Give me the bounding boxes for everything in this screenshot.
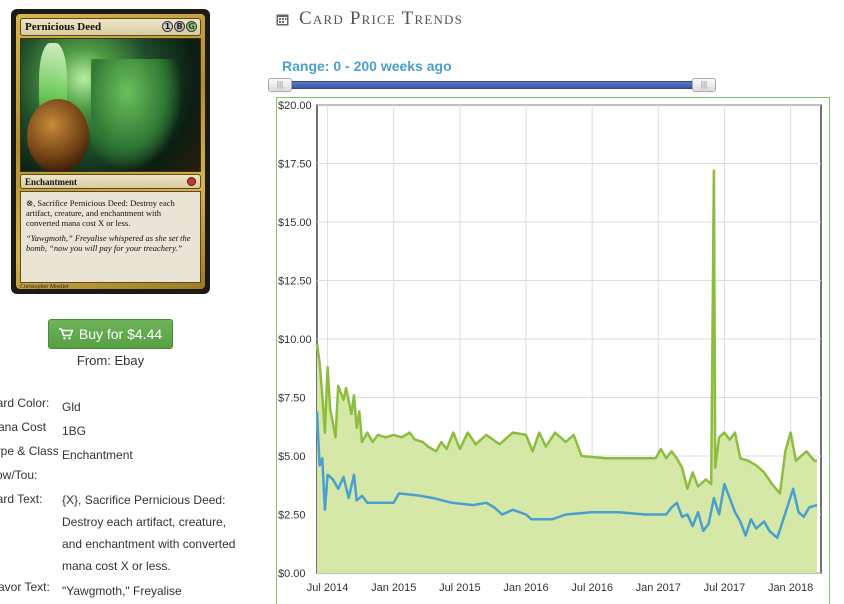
range-slider-track[interactable] [268, 81, 716, 89]
y-tick-label: $2.50 [278, 510, 306, 522]
attr-label: Card Color: [0, 396, 50, 410]
x-tick-label: Jan 2015 [371, 582, 416, 594]
attr-value: "Yawgmoth," Freyalise [62, 584, 182, 598]
y-tick-label: $5.00 [278, 451, 306, 463]
attr-value: Gld [62, 400, 81, 414]
attr-label: Pow/Tou: [0, 468, 38, 482]
y-tick-label: $7.50 [278, 393, 306, 405]
x-tick-label: Jan 2018 [768, 582, 813, 594]
paper-price-line [315, 169, 817, 495]
y-tick-label: $12.50 [278, 276, 312, 288]
buy-button-label: Buy for $4.44 [78, 326, 163, 342]
buy-source: From: Ebay [76, 353, 145, 368]
card-frame: Pernicious Deed 1 B G Enchantment ⊗, Sac… [16, 14, 205, 290]
shopping-cart-icon [58, 328, 73, 340]
y-tick-label: $15.00 [278, 217, 312, 229]
card-name-bar: Pernicious Deed 1 B G [20, 18, 201, 36]
card-artist: Christopher Moeller [20, 284, 69, 290]
range-label: Range: 0 - 200 weeks ago [282, 58, 452, 74]
y-tick-label: $0.00 [278, 568, 306, 580]
attr-value: Enchantment [62, 448, 133, 462]
paper-price-area [317, 170, 817, 573]
mana-symbol-generic: 1 [162, 21, 173, 32]
card-type-bar: Enchantment [20, 174, 201, 189]
attr-label: Type & Class: [0, 444, 58, 458]
set-symbol-icon [187, 177, 196, 186]
card-image: Pernicious Deed 1 B G Enchantment ⊗, Sac… [11, 9, 210, 294]
trends-header: Card Price Trends [276, 8, 463, 30]
card-rules-text: ⊗, Sacrifice Pernicious Deed: Destroy ea… [26, 198, 175, 228]
card-artwork [20, 38, 201, 172]
range-slider[interactable]: ||| ||| [268, 78, 716, 92]
y-tick-label: $10.00 [278, 334, 312, 346]
attr-label: Card Text: [0, 492, 43, 506]
x-tick-label: Jul 2017 [704, 582, 746, 594]
foil-price-line [315, 411, 818, 540]
buy-button[interactable]: Buy for $4.44 [48, 319, 173, 349]
card-flavor-text: “Yawgmoth,” Freyalise whispered as she s… [26, 233, 191, 253]
card-text-box: ⊗, Sacrifice Pernicious Deed: Destroy ea… [20, 191, 201, 283]
price-chart-svg: $0.00 $2.50 $5.00 $7.50 $10.00 $12.50 $15.00 $1… [278, 100, 822, 594]
attr-label: Mana Cost [0, 420, 47, 434]
trends-title: Card Price Trends [299, 8, 464, 29]
x-tick-label: Jan 2017 [636, 582, 681, 594]
attr-label: Flavor Text: [0, 580, 50, 594]
attr-value: 1BG [62, 424, 87, 438]
mana-cost-symbols: 1 B G [162, 21, 197, 32]
range-slider-handle-max[interactable]: ||| [692, 78, 716, 92]
mana-symbol-green: G [186, 21, 197, 32]
calendar-icon [276, 14, 289, 25]
attr-value: {X}, Sacrifice Pernicious Deed: Destroy … [62, 493, 236, 573]
x-tick-label: Jul 2014 [307, 582, 349, 594]
x-tick-label: Jan 2016 [503, 582, 548, 594]
x-tick-label: Jul 2015 [439, 582, 481, 594]
x-tick-label: Jul 2016 [571, 582, 613, 594]
range-slider-handle-min[interactable]: ||| [268, 78, 292, 92]
card-name: Pernicious Deed [25, 21, 102, 33]
y-tick-label: $20.00 [278, 100, 312, 112]
y-tick-label: $17.50 [278, 159, 312, 171]
mana-symbol-black: B [174, 21, 185, 32]
price-chart: $0.00 $2.50 $5.00 $7.50 $10.00 $12.50 $15.00 $1… [276, 97, 830, 604]
card-type-line: Enchantment [25, 177, 78, 187]
